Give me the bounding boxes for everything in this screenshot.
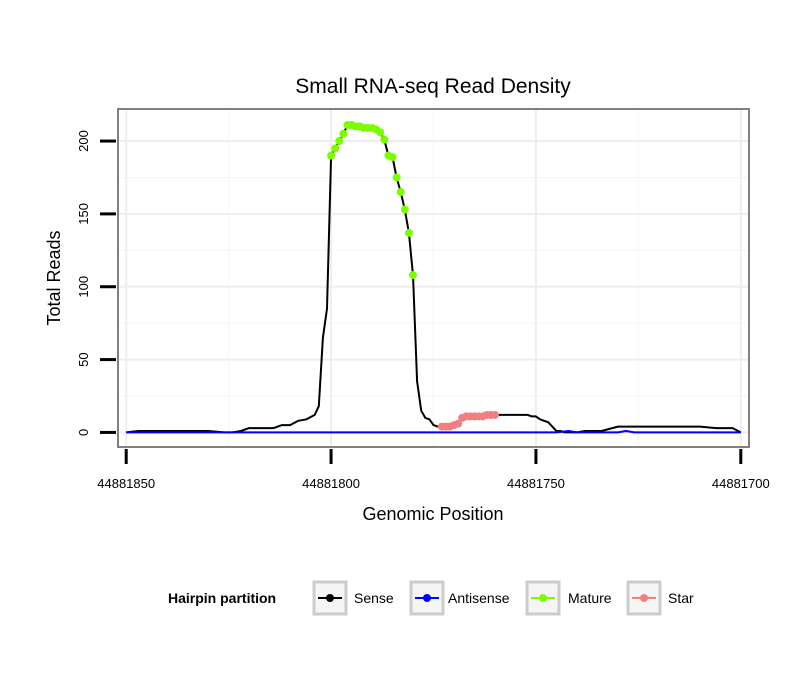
- x-tick-label: 44881700: [712, 476, 770, 491]
- x-axis-label: Genomic Position: [362, 504, 503, 524]
- y-tick-label: 50: [76, 352, 91, 366]
- series-line-antisense: [126, 430, 741, 434]
- legend-key-point: [423, 594, 431, 602]
- data-point-mature: [388, 153, 397, 162]
- y-tick-label: 200: [76, 130, 91, 152]
- grid: [118, 109, 749, 447]
- plot-panel: [117, 108, 750, 448]
- data-point-mature: [396, 188, 405, 197]
- data-point-mature: [400, 205, 409, 214]
- x-tick-label: 44881750: [507, 476, 565, 491]
- legend: Hairpin partition Sense Antisense Mature St…: [168, 580, 694, 616]
- legend-label-sense: Sense: [354, 590, 394, 606]
- y-tick-label: 0: [76, 429, 91, 436]
- data-point-mature: [335, 137, 344, 146]
- legend-key-point: [640, 594, 648, 602]
- x-tick-label: 44881800: [302, 476, 360, 491]
- data-point-mature: [327, 151, 336, 160]
- data-point-star: [490, 410, 499, 419]
- data-point-mature: [339, 129, 348, 138]
- legend-label-mature: Mature: [568, 590, 612, 606]
- data-point-mature: [404, 228, 413, 237]
- y-tick-label: 150: [76, 203, 91, 225]
- data-point-mature: [331, 144, 340, 153]
- data-point-mature: [392, 173, 401, 182]
- y-axis: 0 50 100 150 200: [76, 130, 116, 436]
- series-line-sense: [126, 124, 742, 434]
- legend-key-point: [326, 594, 334, 602]
- x-axis: 44881850 44881800 44881750 44881700: [97, 449, 770, 491]
- legend-title: Hairpin partition: [168, 590, 276, 606]
- legend-key-point: [539, 594, 547, 602]
- chart-title: Small RNA-seq Read Density: [295, 75, 571, 98]
- y-axis-label: Total Reads: [44, 230, 64, 325]
- x-tick-label: 44881850: [97, 476, 155, 491]
- data-point-mature: [409, 271, 418, 280]
- legend-label-antisense: Antisense: [448, 590, 510, 606]
- data-point-mature: [376, 128, 385, 137]
- data-point-star: [454, 419, 463, 428]
- data-point-mature: [380, 135, 389, 144]
- series-layer: [126, 121, 742, 434]
- y-tick-label: 100: [76, 276, 91, 298]
- legend-label-star: Star: [668, 590, 694, 606]
